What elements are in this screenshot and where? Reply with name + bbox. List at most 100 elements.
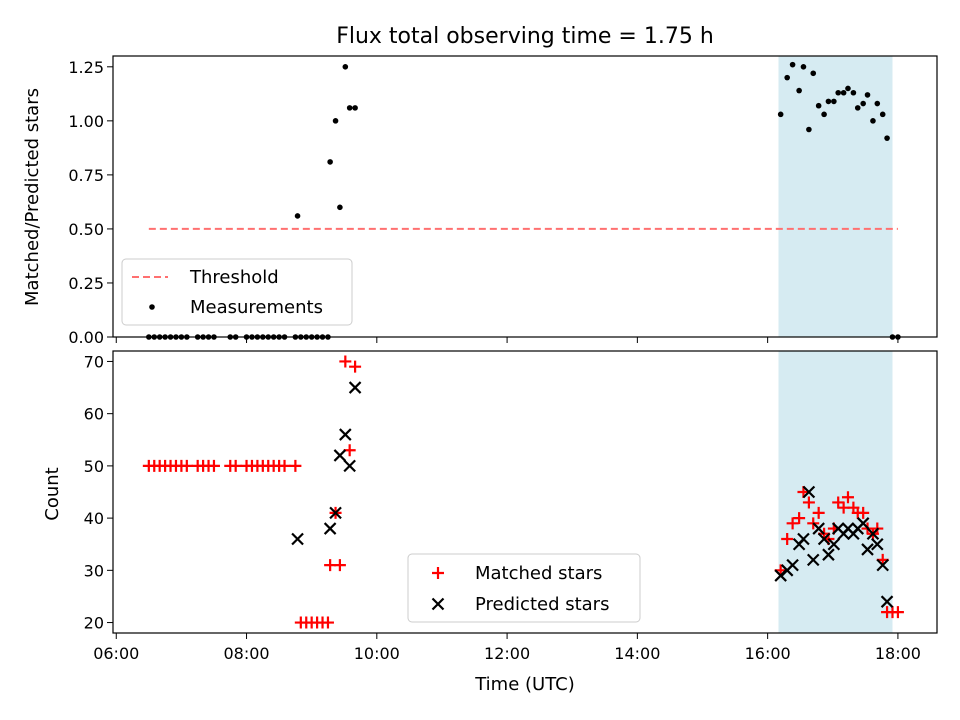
predicted-star-point: [797, 532, 810, 546]
top-y-axis-label: Matched/Predicted stars: [22, 88, 43, 306]
matched-star-point: [278, 459, 291, 472]
bottom-y-tick-label: 20: [84, 614, 104, 633]
matched-star-point: [786, 517, 799, 530]
top-panel: 0.00 0.25 0.50 0.75 1.00 1.25 Threshold Measure…: [68, 55, 938, 347]
top-legend-box: [121, 258, 353, 326]
matched-star-point: [857, 506, 870, 519]
measurement-point: [854, 105, 861, 111]
x-tick-label: 10:00: [354, 644, 400, 663]
measurement-point: [821, 111, 827, 118]
matched-star-point: [289, 459, 302, 472]
matched-star-point: [333, 559, 346, 572]
legend-matched-label: Matched stars: [475, 563, 602, 584]
measurement-point: [884, 135, 890, 141]
top-highlight-span: [778, 56, 893, 337]
legend-measurements-swatch: [149, 304, 155, 310]
measurement-point: [825, 98, 832, 105]
predicted-star-point: [786, 558, 799, 572]
predicted-star-point: [806, 553, 820, 567]
measurement-point: [332, 118, 339, 124]
measurement-point: [810, 70, 817, 77]
measurement-point: [789, 61, 796, 68]
top-axes-frame: [112, 55, 938, 338]
matched-star-point: [802, 496, 815, 509]
top-y-tick-label: 0.75: [68, 166, 104, 185]
predicted-star-point: [348, 381, 362, 394]
predicted-star-point: [822, 548, 835, 561]
matched-star-point: [229, 459, 242, 472]
measurement-point: [879, 111, 886, 118]
measurement-point: [831, 98, 837, 105]
matched-star-point: [349, 360, 362, 373]
top-y-tick-label: 0.25: [68, 274, 104, 293]
predicted-star-point: [817, 532, 831, 546]
predicted-star-point: [876, 558, 889, 572]
predicted-star-point: [329, 506, 342, 520]
bottom-y-tick-label: 60: [84, 405, 104, 424]
x-tick-label: 14:00: [614, 644, 660, 663]
predicted-star-point: [812, 522, 825, 535]
predicted-star-point: [333, 449, 347, 462]
bottom-panel: 20 30 40 50 60 70 06:00 08:00 10:00 12:00 14:00 16:…: [84, 350, 938, 663]
measurement-point: [346, 105, 353, 111]
top-y-tick-label: 0.50: [68, 220, 104, 239]
measurement-point: [815, 102, 822, 109]
bottom-axes-frame: [112, 350, 938, 634]
predicted-star-point: [866, 527, 880, 541]
matched-star-point: [832, 496, 845, 509]
x-tick-label: 06:00: [93, 644, 139, 663]
measurement-point: [327, 159, 333, 165]
bottom-y-tick-label: 40: [84, 509, 104, 528]
predicted-star-point: [871, 537, 884, 551]
predicted-star-point: [802, 485, 816, 499]
measurement-point: [864, 92, 871, 98]
measurement-point: [870, 118, 876, 124]
predicted-star-point: [339, 428, 352, 441]
top-y-tick-label: 1.00: [68, 112, 104, 131]
legend-predicted-swatch: [431, 597, 445, 611]
matched-star-point: [841, 491, 854, 504]
bottom-y-tick-label: 50: [84, 457, 104, 476]
measurement-point: [874, 100, 881, 107]
measurement-point: [850, 89, 857, 96]
measurement-point: [777, 111, 784, 118]
legend-matched-swatch: [432, 567, 444, 579]
predicted-star-point: [880, 595, 894, 608]
predicted-star-point: [291, 532, 304, 546]
matched-star-point: [793, 512, 806, 525]
matched-star-point: [180, 459, 193, 472]
legend-measurements-label: Measurements: [190, 297, 323, 318]
predicted-star-point: [861, 543, 874, 556]
x-tick-label: 12:00: [484, 644, 530, 663]
measurement-point: [352, 105, 358, 111]
legend-threshold-label: Threshold: [189, 267, 279, 288]
measurement-point: [342, 64, 349, 70]
top-y-tick-label: 0.00: [68, 328, 104, 347]
bottom-y-tick-label: 30: [84, 561, 104, 580]
measurement-point: [800, 64, 807, 70]
measurement-point: [806, 126, 812, 133]
measurement-point: [840, 89, 847, 96]
matched-star-point: [339, 355, 352, 368]
matched-star-point: [207, 459, 220, 472]
measurement-point: [784, 74, 790, 81]
legend-predicted-label: Predicted stars: [475, 594, 609, 615]
measurement-point: [835, 89, 842, 96]
bottom-y-tick-label: 70: [84, 352, 104, 371]
top-y-tick-label: 1.25: [68, 58, 104, 77]
bottom-y-axis-label: Count: [42, 467, 63, 520]
predicted-star-point: [323, 522, 337, 535]
predicted-star-point: [343, 459, 356, 473]
bottom-highlight-span: [778, 351, 893, 633]
matched-star-point: [891, 606, 904, 619]
measurement-point: [294, 213, 301, 219]
measurement-point: [796, 87, 802, 94]
matched-star-point: [321, 616, 334, 629]
predicted-star-point: [827, 537, 841, 551]
measurement-point: [860, 100, 866, 107]
x-tick-label: 08:00: [223, 644, 269, 663]
x-tick-label: 18:00: [875, 644, 921, 663]
chart-title: Flux total observing time = 1.75 h: [336, 24, 714, 49]
x-tick-label: 16:00: [745, 644, 791, 663]
